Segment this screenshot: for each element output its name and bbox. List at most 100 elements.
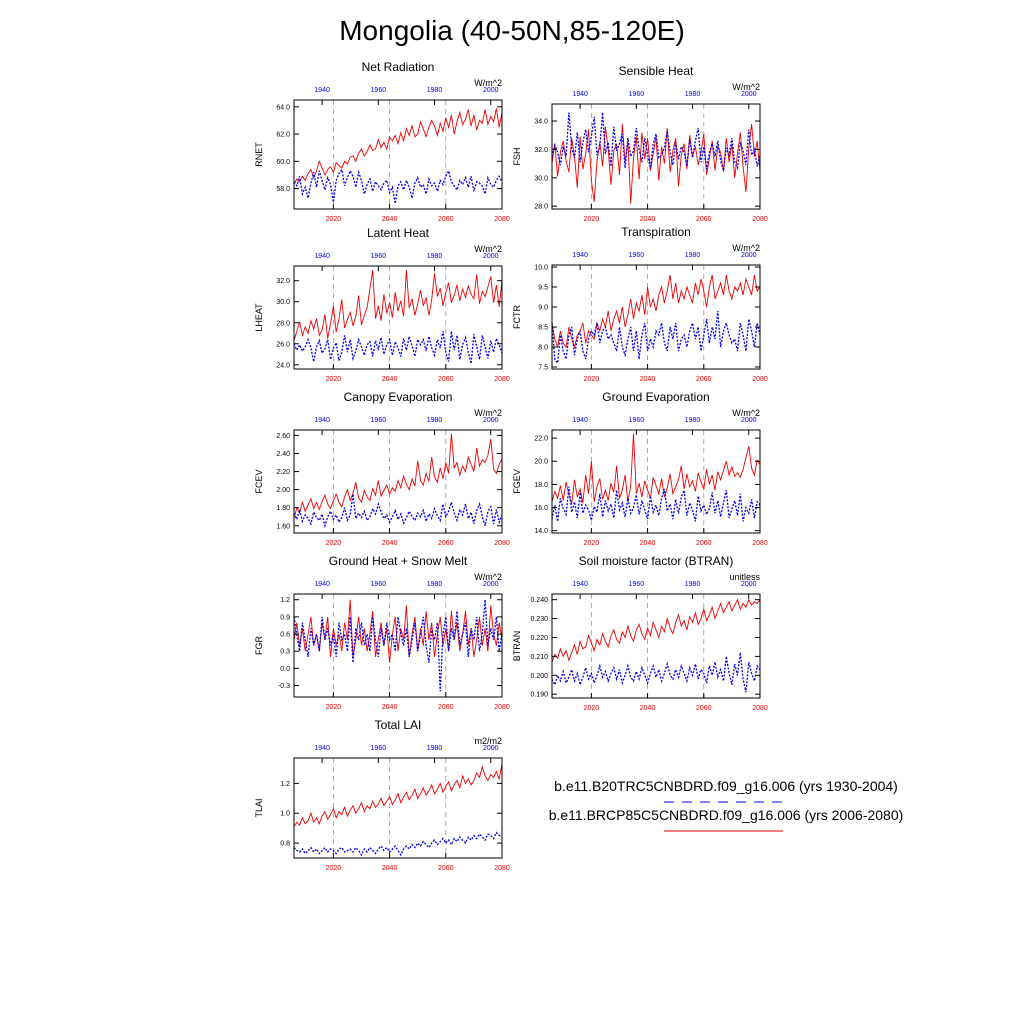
x-top-tick-label: 2000	[741, 581, 757, 588]
y-tick-label: 18.0	[534, 482, 548, 489]
chart-panel: Transpiration W/m^2 FCTR 7.5 8.0 8.5 9.0 9.5 10.…	[512, 225, 768, 383]
x-top-tick-label: 1980	[685, 252, 701, 259]
x-top-tick-label: 1940	[314, 745, 330, 752]
series-line-historical	[293, 599, 503, 692]
y-tick-label: 34.0	[534, 119, 548, 126]
panels: Net Radiation W/m^2 RNET 58.0 60.0 62.0 64.0 20…	[254, 60, 768, 872]
x-top-tick-label: 1940	[314, 581, 330, 588]
x-top-tick-label: 1980	[427, 581, 443, 588]
x-tick-label: 2020	[584, 705, 600, 712]
x-tick-label: 2040	[382, 376, 398, 383]
y-axis-label: TLAI	[254, 798, 264, 817]
x-top-tick-label: 1980	[685, 91, 701, 98]
x-tick-label: 2060	[438, 540, 454, 547]
y-tick-label: 0.210	[530, 654, 548, 661]
y-tick-label: 0.230	[530, 616, 548, 623]
x-tick-label: 2080	[752, 540, 768, 547]
plot-frame	[551, 264, 761, 370]
x-tick-label: 2060	[438, 704, 454, 711]
x-top-tick-label: 1960	[629, 252, 645, 259]
x-tick-label: 2080	[494, 376, 510, 383]
y-tick-label: 30.0	[534, 175, 548, 182]
panel-units: W/m^2	[474, 408, 502, 418]
x-top-tick-label: 1940	[314, 253, 330, 260]
y-tick-label: 9.5	[538, 285, 548, 292]
series-line-future	[551, 433, 761, 505]
y-tick-label: 30.0	[276, 299, 290, 306]
y-axis-label: FCEV	[254, 469, 264, 493]
x-tick-label: 2020	[326, 704, 342, 711]
series-line-future	[293, 599, 503, 663]
x-tick-label: 2060	[696, 376, 712, 383]
series-line-future	[293, 270, 503, 341]
y-tick-label: 0.6	[280, 632, 290, 639]
panel-units: W/m^2	[732, 82, 760, 92]
x-top-tick-label: 2000	[483, 745, 499, 752]
x-top-tick-label: 1940	[572, 417, 588, 424]
series-line-historical	[293, 167, 503, 204]
x-tick-label: 2040	[382, 865, 398, 872]
x-top-tick-label: 2000	[741, 417, 757, 424]
x-top-tick-label: 2000	[741, 91, 757, 98]
panel-title: Net Radiation	[362, 60, 435, 74]
series-line-historical	[551, 112, 761, 171]
panel-units: W/m^2	[474, 78, 502, 88]
chart-panel: Net Radiation W/m^2 RNET 58.0 60.0 62.0 64.0 20…	[254, 60, 510, 223]
x-tick-label: 2020	[326, 540, 342, 547]
x-top-tick-label: 1960	[629, 91, 645, 98]
x-top-tick-label: 2000	[483, 253, 499, 260]
x-top-tick-label: 2000	[483, 87, 499, 94]
chart-panel: Ground Heat + Snow Melt W/m^2 FGR -0.3 0.0 0.…	[254, 554, 510, 711]
x-top-tick-label: 2000	[483, 581, 499, 588]
y-tick-label: 1.60	[276, 523, 290, 530]
y-tick-label: 0.190	[530, 692, 548, 699]
x-tick-label: 2020	[584, 216, 600, 223]
x-top-tick-label: 2000	[741, 252, 757, 259]
x-top-tick-label: 2000	[483, 417, 499, 424]
y-tick-label: 58.0	[276, 186, 290, 193]
panel-title: Ground Evaporation	[602, 390, 709, 404]
x-top-tick-label: 1980	[427, 417, 443, 424]
panel-units: W/m^2	[474, 244, 502, 254]
chart-panel: Canopy Evaporation W/m^2 FCEV 1.60 1.80 2.00 2…	[254, 390, 510, 547]
x-tick-label: 2040	[640, 216, 656, 223]
x-tick-label: 2060	[696, 705, 712, 712]
x-top-tick-label: 1980	[685, 417, 701, 424]
y-tick-label: 26.0	[276, 341, 290, 348]
x-tick-label: 2040	[640, 540, 656, 547]
plot-frame	[551, 429, 761, 534]
x-tick-label: 2080	[494, 865, 510, 872]
x-top-tick-label: 1980	[427, 745, 443, 752]
y-tick-label: 28.0	[534, 204, 548, 211]
y-tick-label: 9.0	[538, 305, 548, 312]
y-tick-label: 0.0	[280, 666, 290, 673]
x-top-tick-label: 1960	[371, 417, 387, 424]
panel-title: Sensible Heat	[619, 64, 694, 78]
panel-title: Soil moisture factor (BTRAN)	[579, 554, 734, 568]
y-axis-label: LHEAT	[254, 303, 264, 332]
y-axis-label: FCTR	[512, 305, 522, 329]
x-tick-label: 2020	[326, 376, 342, 383]
x-top-tick-label: 1960	[371, 745, 387, 752]
x-top-tick-label: 1940	[572, 252, 588, 259]
y-tick-label: 64.0	[276, 104, 290, 111]
panel-title: Latent Heat	[367, 226, 430, 240]
x-tick-label: 2080	[752, 216, 768, 223]
y-tick-label: 1.2	[280, 597, 290, 604]
y-tick-label: 0.3	[280, 649, 290, 656]
plot-frame	[293, 757, 503, 859]
panel-units: W/m^2	[732, 243, 760, 253]
y-tick-label: 2.20	[276, 469, 290, 476]
x-top-tick-label: 1940	[314, 87, 330, 94]
x-tick-label: 2060	[696, 540, 712, 547]
x-top-tick-label: 1980	[685, 581, 701, 588]
x-tick-label: 2060	[696, 216, 712, 223]
y-tick-label: 32.0	[276, 278, 290, 285]
x-top-tick-label: 1960	[371, 581, 387, 588]
plot-frame	[293, 593, 503, 698]
plot-frame	[551, 103, 761, 210]
x-tick-label: 2020	[584, 376, 600, 383]
x-tick-label: 2020	[326, 216, 342, 223]
chart-panel: Sensible Heat W/m^2 FSH 28.0 30.0 32.0 34.0 202…	[512, 64, 768, 223]
